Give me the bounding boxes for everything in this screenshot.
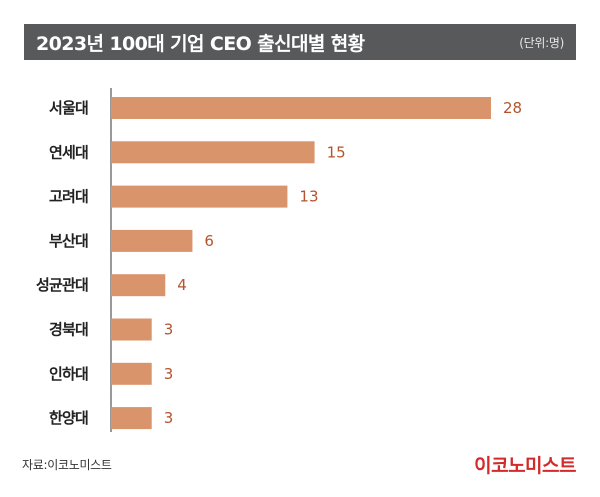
bar (111, 141, 315, 164)
value-label: 13 (299, 188, 318, 206)
category-label: 연세대 (49, 143, 88, 161)
bar (111, 274, 166, 297)
category-label: 인하대 (49, 365, 88, 383)
bar (111, 318, 152, 341)
unit-label: (단위:명) (519, 35, 564, 50)
title-bar: 2023년 100대 기업 CEO 출신대별 현황 (단위:명) (24, 24, 576, 60)
value-label: 3 (164, 321, 174, 339)
value-label: 3 (164, 365, 174, 383)
bar (111, 407, 152, 430)
brand-logo: 이코노미스트 (474, 455, 576, 477)
category-label: 고려대 (49, 188, 88, 206)
value-label: 3 (164, 409, 174, 427)
category-label: 서울대 (49, 99, 88, 117)
bar (111, 97, 491, 119)
category-label: 한양대 (49, 409, 88, 427)
bar (111, 229, 193, 252)
category-label: 부산대 (49, 232, 88, 250)
category-label: 성균관대 (36, 276, 88, 294)
value-label: 6 (204, 232, 214, 250)
value-label: 28 (503, 99, 522, 117)
chart-title: 2023년 100대 기업 CEO 출신대별 현황 (36, 32, 365, 55)
bar (111, 185, 288, 208)
value-label: 15 (327, 143, 346, 161)
bars-layer: 서울대 28 연세대 15 고려대 13 부산대 6 성균관대 4 경북대 3 인하대 3 한양대 3 (36, 97, 522, 430)
category-label: 경북대 (49, 321, 88, 339)
source-note: 자료:이코노미스트 (22, 458, 112, 472)
bar (111, 362, 152, 385)
value-label: 4 (177, 276, 187, 294)
